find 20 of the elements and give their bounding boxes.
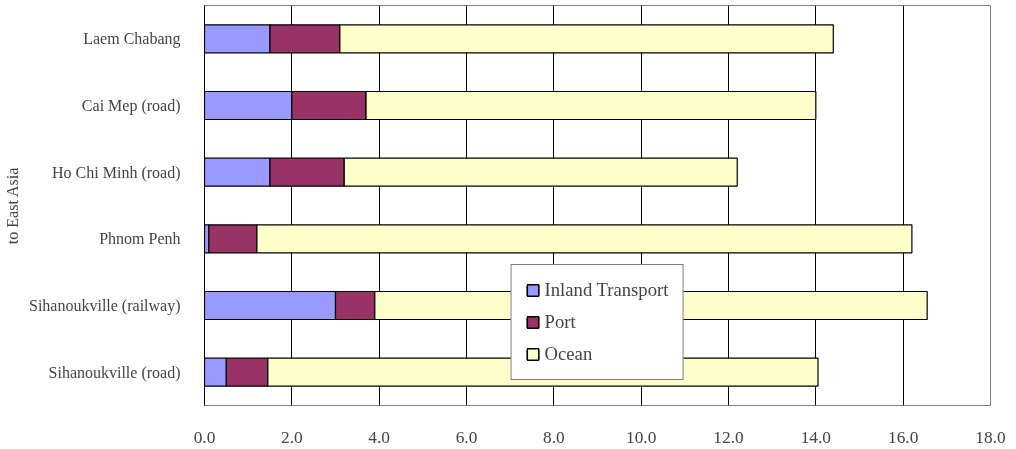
- x-tick-label: 0.0: [193, 427, 216, 447]
- y-axis-title: to East Asia: [3, 167, 21, 245]
- legend-label: Inland Transport: [544, 279, 669, 301]
- x-tick-label: 6.0: [455, 427, 478, 447]
- x-tick-label: 8.0: [543, 427, 565, 447]
- legend-label: Ocean: [544, 343, 593, 365]
- y-tick-label: Sihanoukville (railway): [28, 297, 181, 315]
- legend-label: Port: [544, 311, 576, 333]
- x-tick-label: 2.0: [281, 427, 303, 447]
- x-tick-label: 4.0: [368, 427, 391, 447]
- x-tick-label: 14.0: [800, 427, 831, 447]
- x-tick-label: 12.0: [713, 427, 744, 447]
- y-tick-label: Phnom Penh: [99, 230, 181, 248]
- y-tick-label: Sihanoukville (road): [48, 363, 181, 382]
- y-tick-label: Cai Mep (road): [81, 97, 181, 115]
- x-tick-label: 18.0: [975, 427, 1006, 447]
- y-tick-label: Laem Chabang: [83, 30, 181, 49]
- x-tick-label: 10.0: [626, 427, 657, 447]
- x-tick-label: 16.0: [888, 427, 919, 447]
- y-tick-label: Ho Chi Minh (road): [52, 163, 181, 182]
